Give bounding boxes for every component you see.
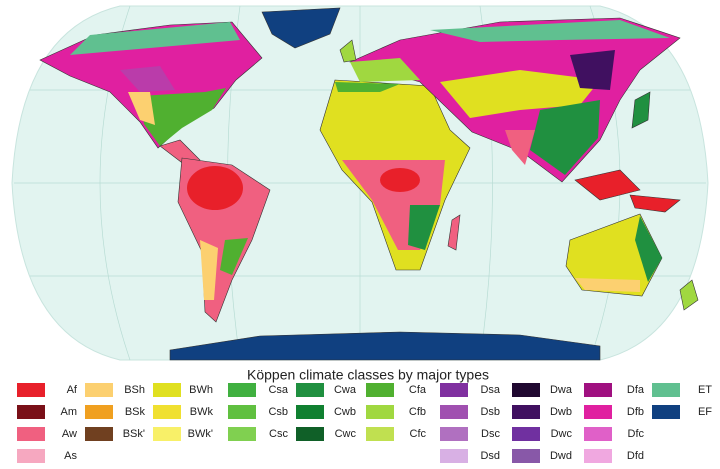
- legend-swatch: [440, 383, 468, 397]
- legend-swatch: [584, 449, 612, 463]
- legend-label: Dwc: [551, 428, 573, 440]
- legend-swatch: [584, 405, 612, 419]
- legend: Af Am Aw As BSh BSk BSk' BWh BWk BWk' Csa Csb Csc Cwa…: [17, 383, 712, 463]
- legend-label: BWh: [189, 384, 213, 396]
- legend-swatch: [512, 427, 540, 441]
- legend-label: BSh: [124, 384, 145, 396]
- legend-label: EF: [698, 406, 712, 418]
- legend-swatch: [85, 405, 113, 419]
- legend-label: Dfd: [627, 450, 644, 462]
- legend-swatch: [440, 449, 468, 463]
- legend-swatch: [652, 405, 680, 419]
- legend-label: Dfb: [627, 406, 644, 418]
- legend-label: Cfa: [409, 384, 427, 396]
- eurasia: [349, 17, 681, 183]
- legend-label: Cfc: [410, 428, 427, 440]
- legend-swatch: [153, 427, 181, 441]
- australia: [565, 213, 699, 311]
- greenland: [261, 7, 341, 49]
- legend-swatch: [228, 383, 256, 397]
- legend-swatch: [85, 383, 113, 397]
- legend-swatch: [85, 427, 113, 441]
- legend-label: BSk: [125, 406, 146, 418]
- legend-swatch: [440, 427, 468, 441]
- legend-label: BWk': [188, 428, 213, 440]
- legend-label: BWk: [190, 406, 214, 418]
- legend-label: Aw: [62, 428, 77, 440]
- legend-label: Dfa: [627, 384, 645, 396]
- legend-swatch: [652, 383, 680, 397]
- legend-swatch: [366, 405, 394, 419]
- legend-swatch: [512, 449, 540, 463]
- legend-label: ET: [698, 384, 712, 396]
- legend-label: Cfb: [409, 406, 426, 418]
- legend-label: Dsb: [480, 406, 500, 418]
- legend-label: Dwa: [550, 384, 573, 396]
- legend-swatch: [366, 427, 394, 441]
- legend-swatch: [296, 383, 324, 397]
- legend-swatch: [17, 405, 45, 419]
- legend-swatch: [153, 383, 181, 397]
- legend-swatch: [153, 405, 181, 419]
- map: [11, 5, 709, 361]
- legend-label: Csc: [269, 428, 288, 440]
- africa: [319, 79, 471, 271]
- legend-label: Dwd: [550, 450, 572, 462]
- legend-label: Af: [67, 384, 78, 396]
- legend-label: Dwb: [550, 406, 572, 418]
- legend-label: Am: [61, 406, 78, 418]
- madagascar: [447, 214, 461, 251]
- legend-label: BSk': [123, 428, 145, 440]
- legend-swatch: [584, 427, 612, 441]
- legend-swatch: [584, 383, 612, 397]
- legend-label: Dfc: [628, 428, 645, 440]
- legend-label: Dsc: [481, 428, 500, 440]
- legend-swatch: [17, 427, 45, 441]
- legend-label: Dsd: [480, 450, 500, 462]
- legend-swatch: [228, 405, 256, 419]
- legend-swatch: [17, 449, 45, 463]
- legend-swatch: [296, 427, 324, 441]
- north-america: [39, 21, 263, 166]
- legend-swatch: [366, 383, 394, 397]
- legend-title: Köppen climate classes by major types: [247, 367, 489, 383]
- antarctica: [169, 331, 601, 361]
- legend-label: Csa: [268, 384, 288, 396]
- legend-swatch: [440, 405, 468, 419]
- legend-label: Cwa: [334, 384, 357, 396]
- legend-label: As: [64, 450, 77, 462]
- legend-label: Dsa: [480, 384, 500, 396]
- islands: [339, 39, 681, 213]
- legend-swatch: [228, 427, 256, 441]
- legend-label: Csb: [268, 406, 288, 418]
- legend-swatch: [512, 383, 540, 397]
- legend-label: Cwc: [335, 428, 357, 440]
- south-america: [177, 157, 271, 323]
- legend-swatch: [512, 405, 540, 419]
- legend-swatch: [296, 405, 324, 419]
- legend-label: Cwb: [334, 406, 356, 418]
- legend-swatch: [17, 383, 45, 397]
